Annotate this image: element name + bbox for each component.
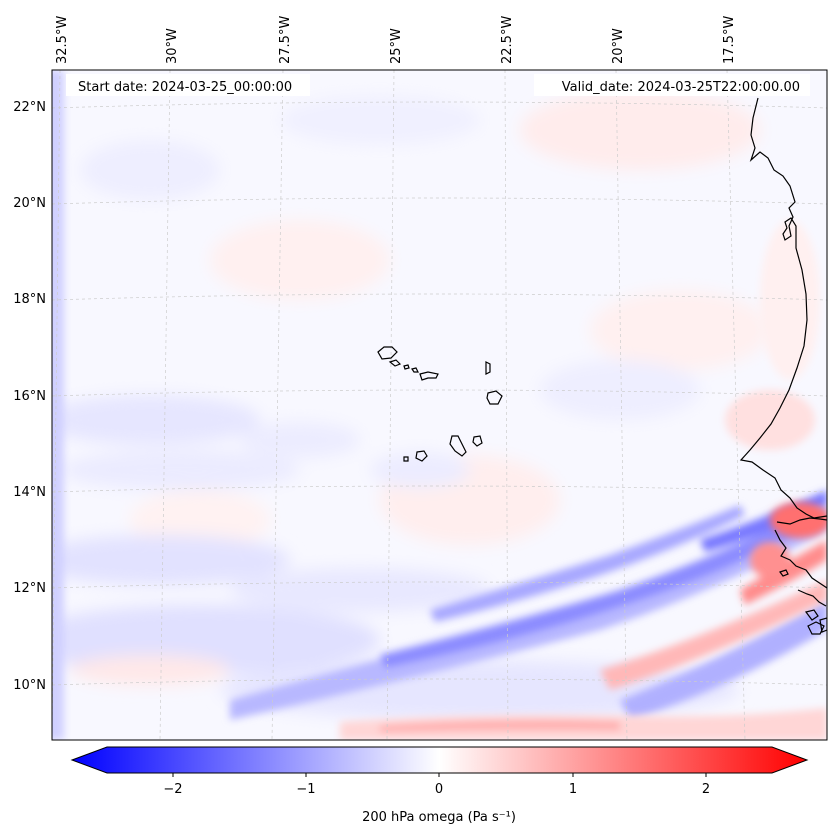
island-santo-antao <box>377 346 398 360</box>
island-santa-luzia <box>403 364 410 370</box>
colorbar-ticks <box>172 773 707 777</box>
island-sao-nicolau <box>419 371 439 381</box>
negative-patch <box>540 360 700 420</box>
lon-gridline <box>504 70 509 740</box>
negative-band <box>380 515 805 668</box>
lon-label-27-5w: 27.5°W <box>278 16 293 64</box>
island-santiago <box>449 435 467 457</box>
graticule <box>52 70 827 740</box>
colorbar-body <box>70 746 809 774</box>
island-sao-nicolau <box>411 367 419 373</box>
bijagos-islands <box>779 569 789 577</box>
lon-label-30w: 30°W <box>165 28 180 64</box>
lon-gridline <box>615 70 628 740</box>
guinea-bissau-coast <box>774 529 827 589</box>
lon-label-32-5w: 32.5°W <box>55 16 70 64</box>
colorbar-tick-labels: −2 −1 0 1 2 <box>163 782 710 797</box>
negative-patch <box>230 568 490 612</box>
negative-band <box>230 500 827 720</box>
cape-verde-islands <box>377 346 503 462</box>
positive-band <box>380 720 620 732</box>
coastal-island <box>819 617 827 633</box>
negative-patch <box>60 450 300 490</box>
colorbar-tick-label: 0 <box>435 782 443 797</box>
longitude-labels: 32.5°W 30°W 27.5°W 25°W 22.5°W 20°W 17.5… <box>55 16 737 64</box>
negative-patch <box>240 422 360 458</box>
lat-label-20n: 20°N <box>13 196 46 211</box>
island-fogo <box>415 450 428 462</box>
negative-band <box>620 600 827 720</box>
negative-patch <box>80 140 220 200</box>
negative-patch <box>52 395 260 445</box>
header-labels: Start date: 2024-03-25_00:00:00 Valid_da… <box>66 74 810 96</box>
island-brava <box>403 456 409 462</box>
lat-gridline <box>52 197 827 205</box>
positive-patch <box>70 655 230 685</box>
island-maio <box>472 435 483 447</box>
lon-label-25w: 25°W <box>389 28 404 64</box>
positive-band <box>725 390 815 450</box>
lat-label-22n: 22°N <box>13 100 46 115</box>
coastal-island <box>804 609 819 621</box>
valid-date-label: Valid_date: 2024-03-25T22:00:00.00 <box>562 80 800 95</box>
lat-gridline <box>52 678 827 686</box>
island-sao-vicente <box>388 359 402 367</box>
gambia-coast <box>776 517 827 525</box>
lon-gridline <box>271 70 284 740</box>
positive-band <box>600 580 827 690</box>
lat-label-18n: 18°N <box>13 292 46 307</box>
lon-gridline <box>726 70 746 740</box>
lat-label-16n: 16°N <box>13 389 46 404</box>
positive-band <box>750 542 790 578</box>
lon-gridline <box>159 70 171 740</box>
island-sal <box>485 361 491 375</box>
lat-gridline <box>52 101 827 109</box>
colorbar-label: 200 hPa omega (Pa s⁻¹) <box>362 810 516 825</box>
island-boa-vista <box>486 390 503 405</box>
lat-label-10n: 10°N <box>13 678 46 693</box>
colorbar: −2 −1 0 1 2 200 hPa omega (Pa s⁻¹) <box>70 746 809 825</box>
lon-label-20w: 20°W <box>611 28 626 64</box>
colorbar-tick-label: −2 <box>163 782 182 797</box>
negative-band <box>430 505 745 622</box>
guinea-coast <box>797 589 827 607</box>
lon-gridline <box>386 70 395 740</box>
lat-gridline <box>52 485 827 493</box>
valid-date-box <box>534 74 810 96</box>
start-date-label: Start date: 2024-03-25_00:00:00 <box>78 80 292 95</box>
coastlines <box>739 97 827 635</box>
start-date-box <box>66 74 310 96</box>
lat-label-14n: 14°N <box>13 485 46 500</box>
west-edge-band <box>52 70 64 740</box>
lon-label-17-5w: 17.5°W <box>722 16 737 64</box>
map-panel: Start date: 2024-03-25_00:00:00 Valid_da… <box>52 70 827 740</box>
negative-patch <box>370 452 470 488</box>
positive-patch <box>590 290 770 370</box>
positive-band <box>760 220 820 380</box>
lon-gridline <box>52 70 61 740</box>
colorbar-tick-label: 1 <box>569 782 577 797</box>
african-coastline <box>739 97 827 519</box>
positive-patch <box>210 220 390 300</box>
positive-patch <box>520 90 760 170</box>
colorbar-tick-label: −1 <box>296 782 315 797</box>
latitude-labels: 22°N 20°N 18°N 16°N 14°N 12°N 10°N <box>13 100 46 693</box>
lat-gridline <box>52 293 827 301</box>
map-frame <box>51 69 828 741</box>
lat-gridline <box>52 389 827 397</box>
omega-field <box>52 70 827 740</box>
positive-patch <box>130 490 270 550</box>
lat-gridline <box>52 581 827 589</box>
lon-label-22-5w: 22.5°W <box>500 16 515 64</box>
negative-patch <box>280 95 480 145</box>
negative-patch <box>52 535 290 585</box>
colorbar-tick-label: 2 <box>702 782 710 797</box>
lat-label-12n: 12°N <box>13 581 46 596</box>
